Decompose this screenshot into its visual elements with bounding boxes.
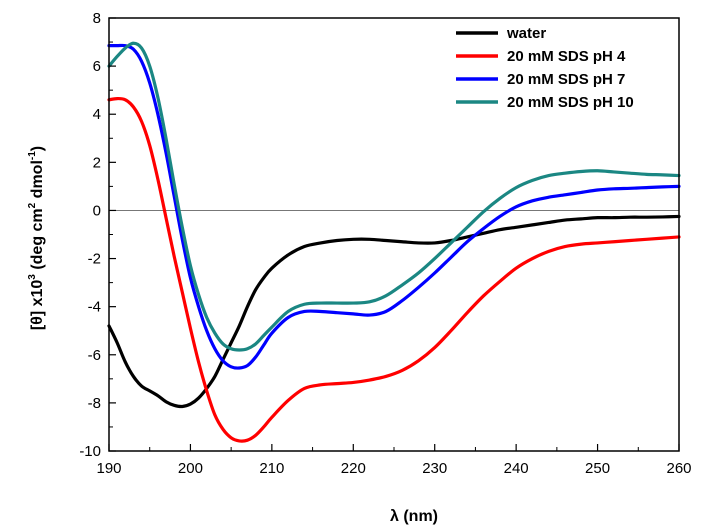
series-line-1 [107, 96, 681, 443]
x-tick-label: 210 [259, 460, 284, 477]
legend-label-1: 20 mM SDS pH 4 [507, 48, 626, 65]
y-tick-label: 0 [93, 202, 101, 219]
y-axis-label-mid2: dmol [29, 160, 46, 203]
x-tick-label: 240 [504, 460, 529, 477]
y-tick-label: -4 [88, 299, 101, 316]
x-tick-label: 250 [585, 460, 610, 477]
y-axis-label: [θ] x103 (deg cm2 dmol-1) [27, 146, 46, 330]
y-axis-label-exp1: 3 [27, 274, 38, 280]
y-axis-label-exp2: 2 [27, 202, 38, 208]
y-axis-ticks: -10 -8 -6 -4 -2 0 2 4 6 8 [79, 10, 116, 460]
x-tick-label: 190 [96, 460, 121, 477]
y-axis-label-suffix: ) [29, 146, 46, 151]
y-tick-label: 6 [93, 58, 101, 75]
x-tick-label: 220 [341, 460, 366, 477]
y-axis-label-exp3: -1 [27, 151, 38, 160]
y-tick-label: -6 [88, 347, 101, 364]
y-tick-label: -10 [79, 443, 101, 460]
legend: water 20 mM SDS pH 4 20 mM SDS pH 7 20 mM S… [456, 25, 634, 111]
x-tick-label: 230 [422, 460, 447, 477]
series-line-3 [107, 41, 681, 352]
x-tick-label: 260 [666, 460, 691, 477]
x-tick-label: 200 [178, 460, 203, 477]
x-axis-label: λ (nm) [390, 508, 438, 525]
legend-label-3: 20 mM SDS pH 10 [507, 94, 634, 111]
y-tick-label: 2 [93, 154, 101, 171]
y-axis-label-prefix: [θ] x10 [29, 280, 46, 331]
legend-label-2: 20 mM SDS pH 7 [507, 71, 625, 88]
series-line-2 [107, 43, 681, 370]
legend-label-0: water [506, 25, 546, 42]
y-tick-label: 4 [93, 106, 101, 123]
y-tick-label: -2 [88, 251, 101, 268]
series-layer [107, 41, 681, 443]
y-axis-label-mid: (deg cm [29, 208, 46, 274]
y-tick-label: 8 [93, 10, 101, 27]
series-line-0 [107, 214, 681, 409]
x-axis-ticks: 190 200 210 220 230 240 250 260 [96, 444, 692, 477]
y-tick-label: -8 [88, 395, 101, 412]
